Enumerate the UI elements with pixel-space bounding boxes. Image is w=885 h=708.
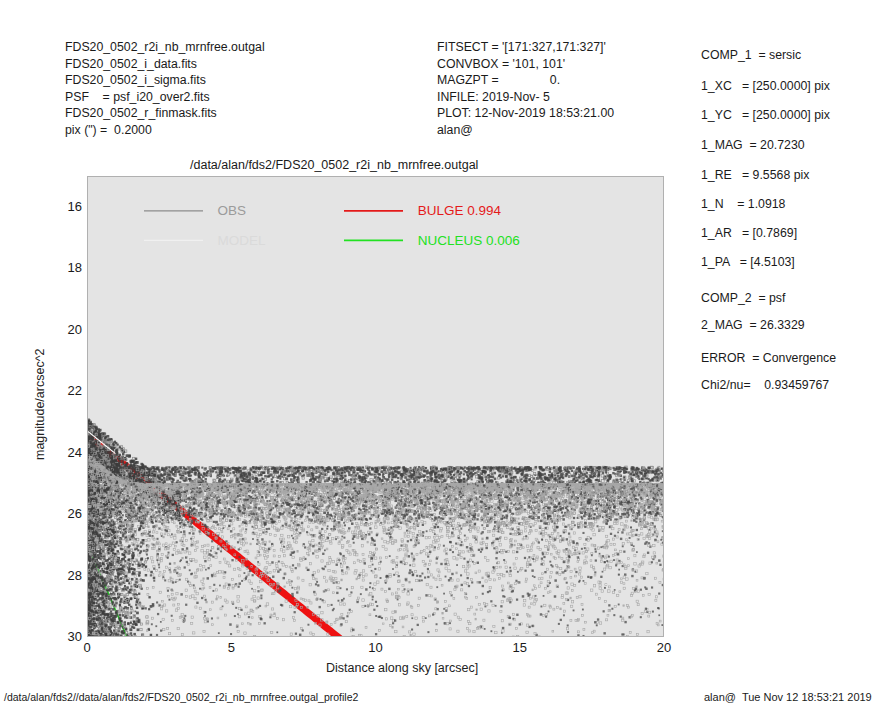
svg-text:MODEL: MODEL: [218, 233, 267, 248]
svg-text:NUCLEUS 0.006: NUCLEUS 0.006: [418, 233, 520, 248]
svg-text:BULGE 0.994: BULGE 0.994: [418, 203, 502, 218]
svg-text:OBS: OBS: [218, 203, 247, 218]
